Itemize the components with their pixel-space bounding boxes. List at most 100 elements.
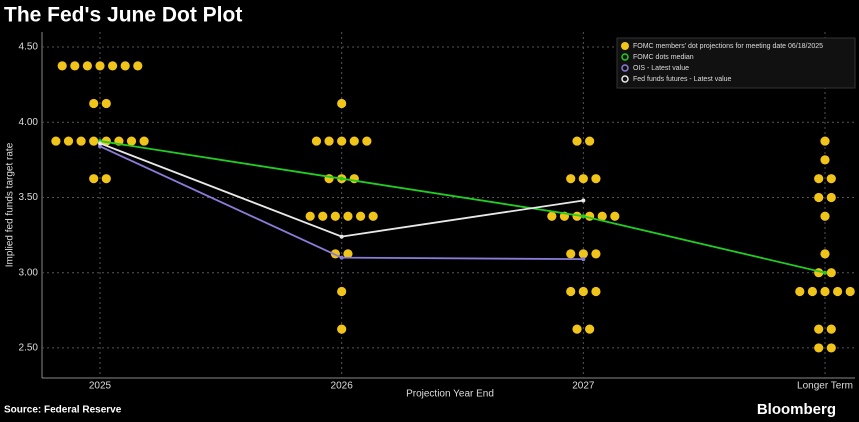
dot	[826, 324, 836, 334]
dot	[139, 136, 149, 146]
dot	[82, 61, 92, 71]
x-axis-label: Projection Year End	[406, 389, 494, 400]
x-tick-label: Longer Term	[797, 381, 853, 392]
series-point	[581, 198, 586, 203]
dot	[591, 249, 601, 259]
legend-box	[616, 37, 856, 89]
x-tick-label: 2026	[331, 381, 354, 392]
series-point	[98, 141, 102, 146]
dot	[610, 211, 620, 221]
dot	[101, 136, 111, 146]
dot	[814, 324, 824, 334]
dot	[89, 174, 99, 184]
dot	[337, 98, 347, 109]
dot	[572, 211, 582, 221]
dot	[585, 324, 595, 334]
dot	[89, 136, 99, 146]
dot	[566, 249, 576, 259]
source: Source: Federal Reserve	[4, 405, 122, 416]
dot	[311, 136, 322, 146]
dot	[343, 211, 353, 221]
dot	[70, 61, 80, 71]
dot	[591, 286, 601, 297]
dot	[572, 136, 582, 146]
series-point	[581, 257, 586, 262]
series-point	[339, 255, 344, 260]
dot	[343, 249, 353, 259]
dot	[591, 174, 601, 184]
series-point	[823, 270, 827, 275]
series-point	[98, 144, 102, 149]
dot	[845, 286, 855, 297]
dot	[814, 343, 824, 353]
dot	[820, 286, 830, 297]
legend-label: OIS - Latest value	[633, 65, 689, 72]
dot	[337, 136, 347, 146]
legend-label: FOMC dots median	[633, 54, 694, 61]
series-point	[581, 214, 586, 219]
dot	[126, 136, 137, 146]
dot	[566, 286, 576, 297]
dot	[95, 61, 105, 71]
y-tick-label: 4.50	[19, 42, 39, 53]
dot	[362, 136, 372, 146]
x-tick-label: 2025	[89, 381, 112, 392]
dot	[108, 61, 118, 71]
dot	[820, 211, 830, 221]
dot	[547, 211, 557, 221]
dot	[89, 98, 99, 109]
dot	[57, 61, 67, 71]
legend-label: Fed funds futures - Latest value	[633, 76, 732, 83]
dot	[133, 61, 143, 71]
dot	[330, 211, 340, 221]
chart-title: The Fed's June Dot Plot	[4, 4, 242, 27]
dot	[597, 211, 607, 221]
dot	[355, 211, 366, 221]
dot	[349, 136, 359, 146]
dot	[318, 211, 328, 221]
dot	[101, 98, 111, 109]
dot	[324, 136, 334, 146]
legend-swatch	[621, 53, 629, 61]
dot	[120, 61, 130, 71]
dot	[578, 174, 588, 184]
y-tick-label: 4.00	[19, 117, 39, 128]
legend-label: FOMC members' dot projections for meetin…	[633, 43, 823, 50]
dot	[101, 174, 111, 184]
dot	[826, 192, 836, 203]
dot	[585, 136, 595, 146]
x-tick-label: 2027	[572, 381, 595, 392]
dot	[305, 211, 315, 221]
dot	[368, 211, 378, 221]
dot	[820, 136, 830, 146]
series-point	[339, 176, 344, 181]
y-axis-label: Implied fed funds target rate	[5, 142, 16, 267]
y-tick-label: 2.50	[19, 343, 39, 354]
dot	[833, 286, 843, 297]
dot	[814, 192, 824, 203]
series-point	[339, 234, 344, 239]
dot	[820, 155, 830, 165]
brand: Bloomberg	[757, 401, 836, 418]
legend-swatch	[621, 75, 629, 83]
dot	[76, 136, 86, 146]
dot	[578, 249, 588, 259]
legend-swatch	[621, 42, 629, 50]
dot	[826, 343, 836, 353]
dot	[820, 249, 830, 259]
dot	[826, 268, 836, 278]
legend-swatch	[621, 64, 629, 72]
dot	[337, 286, 347, 297]
y-tick-label: 3.50	[19, 192, 39, 203]
dot	[63, 136, 74, 146]
dot	[826, 174, 836, 184]
dot	[795, 286, 805, 297]
y-tick-label: 3.00	[19, 267, 39, 278]
series-line	[99, 140, 826, 274]
dot	[51, 136, 61, 146]
dot	[807, 286, 818, 297]
dot	[578, 286, 588, 297]
dot	[814, 174, 824, 184]
dot	[572, 324, 582, 334]
